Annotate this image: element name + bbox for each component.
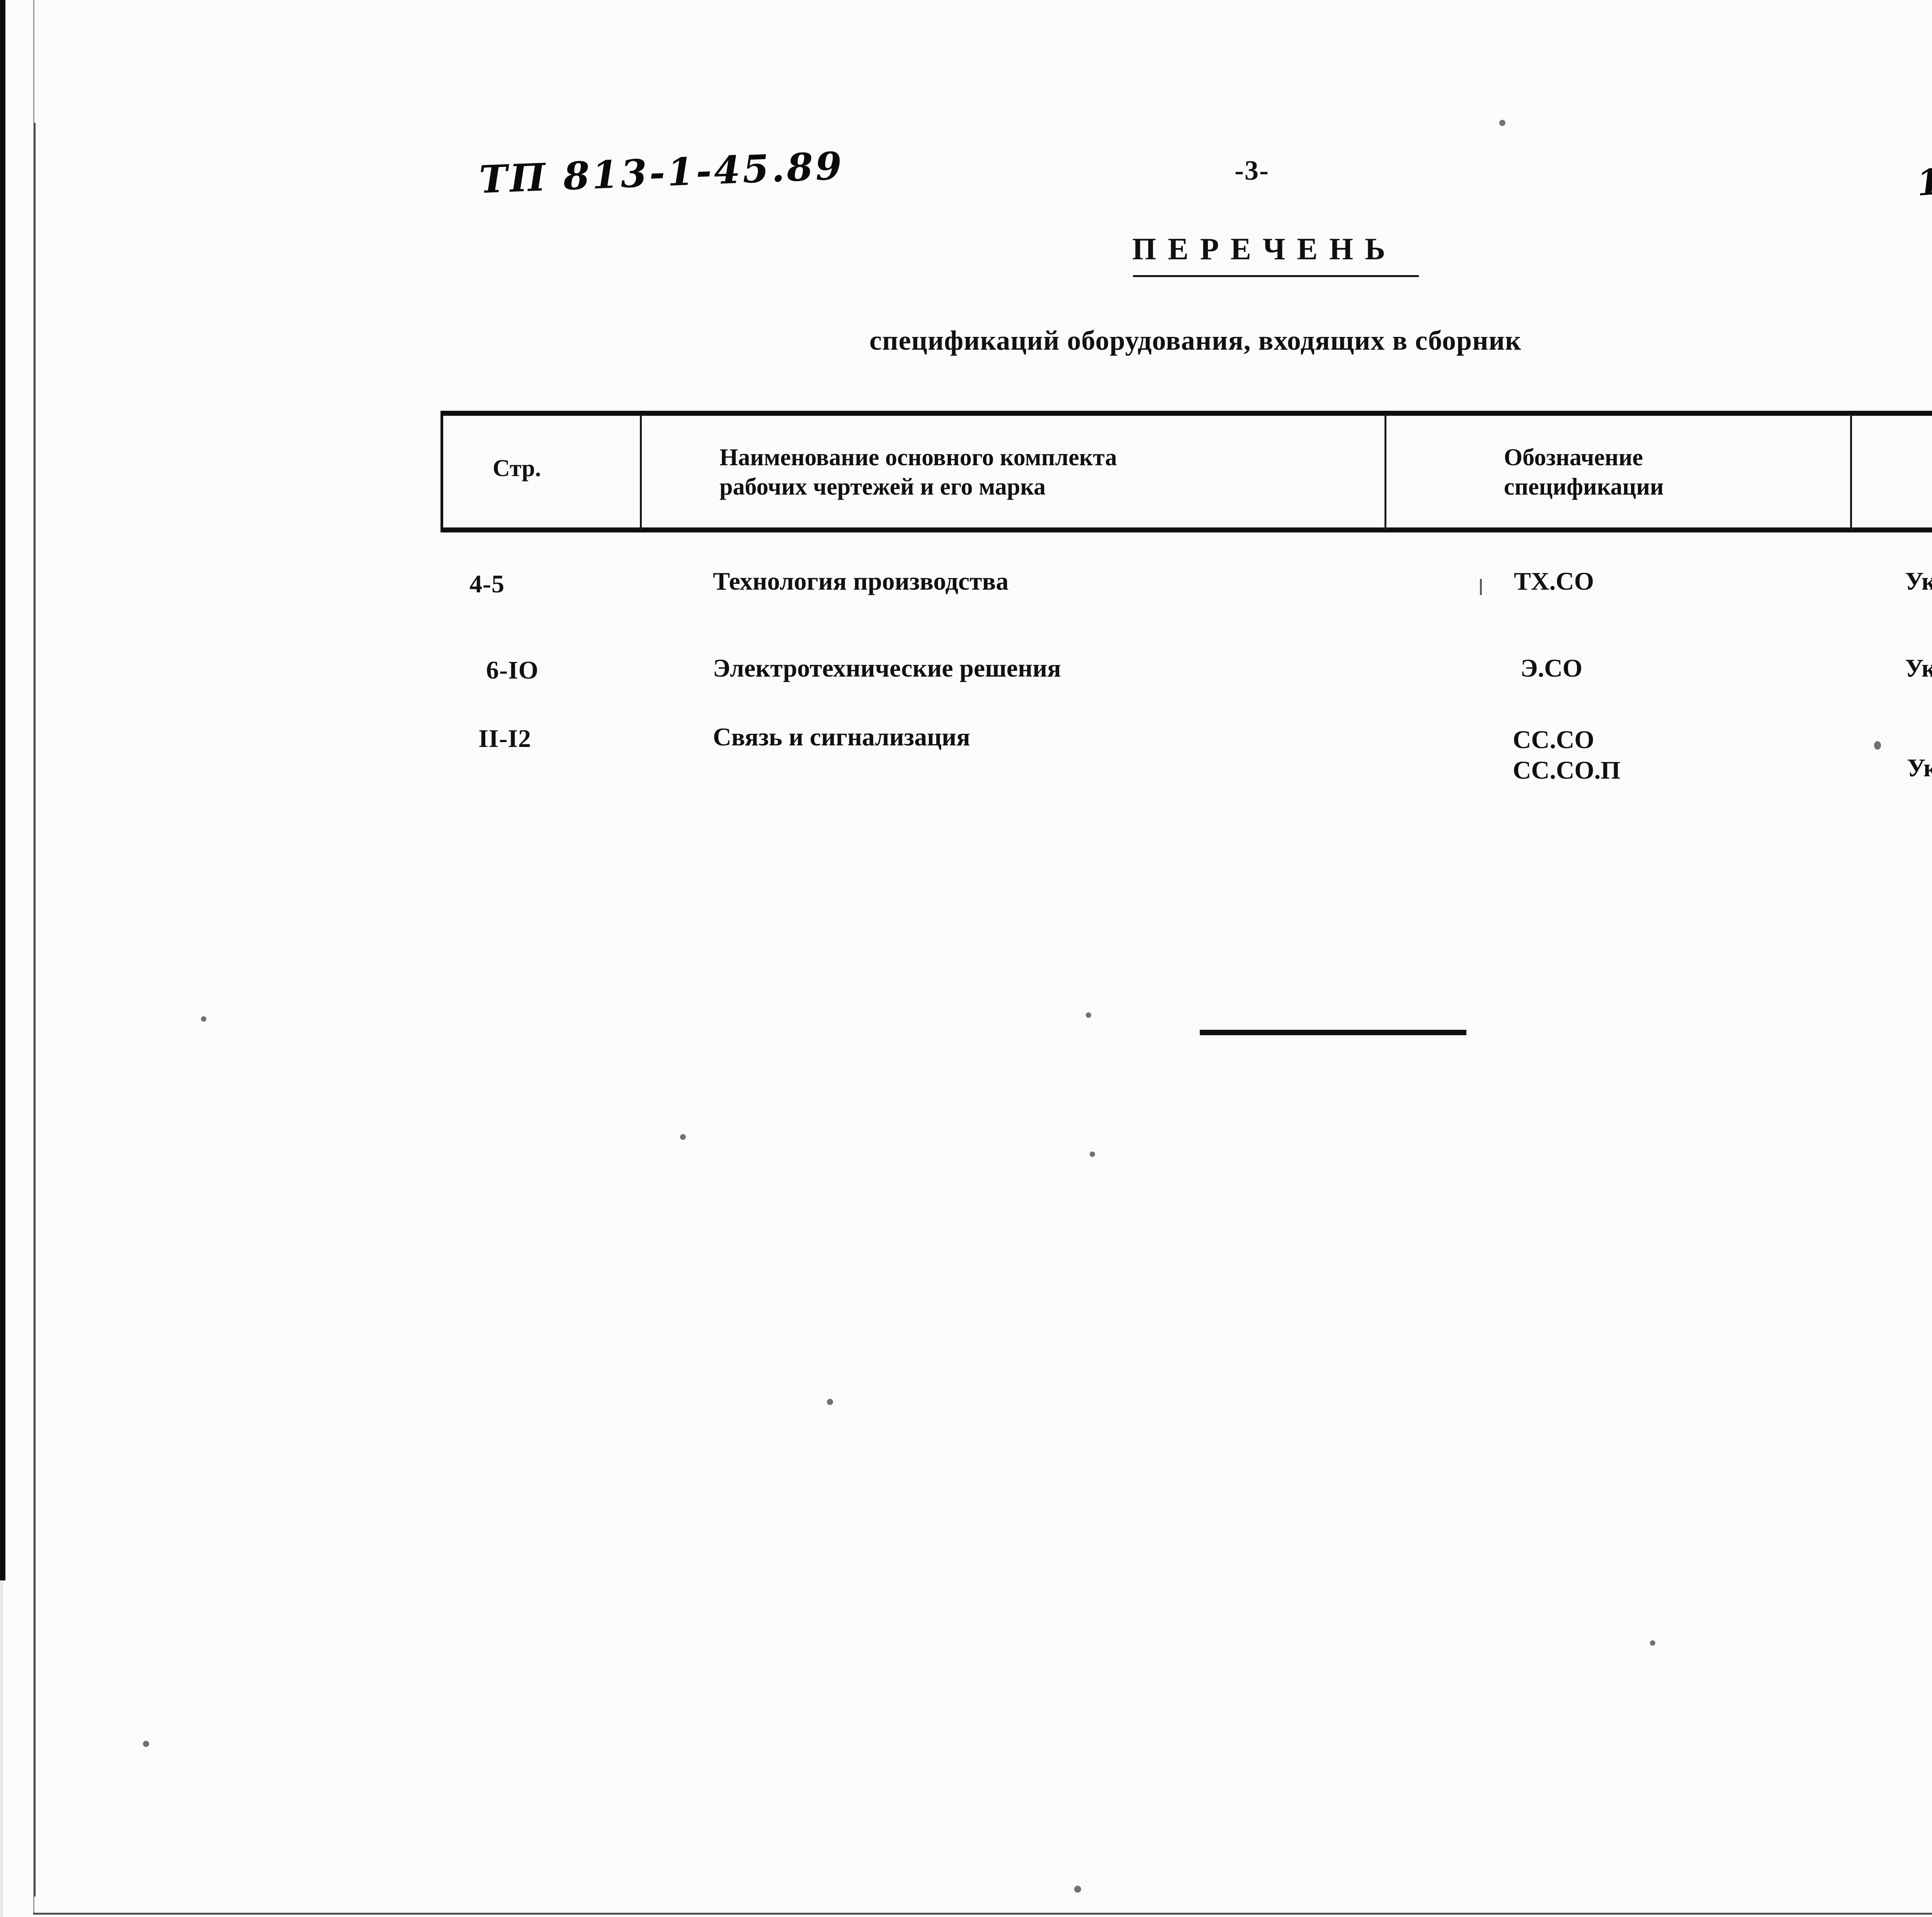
table-header-pages: Стр. [493, 455, 541, 481]
table-row: II-I2 [478, 725, 532, 753]
page-title-underline [1133, 275, 1419, 277]
scan-speck [201, 1016, 206, 1022]
table-rule-bottom [440, 527, 1932, 532]
table-row: УкрНИИагропроект [1905, 567, 1932, 595]
table-column-divider-2 [1384, 415, 1386, 530]
table-row: Связь и сигнализация [713, 723, 970, 751]
scan-speck [1874, 741, 1881, 750]
table-rule-top [440, 411, 1932, 416]
page-title: ПЕРЕЧЕНЬ [1132, 232, 1397, 266]
table-column-divider-1 [640, 415, 642, 530]
table-row: УкрНИИагропроект [1907, 754, 1932, 782]
scan-speck [680, 1134, 686, 1140]
scan-speck [1499, 120, 1505, 126]
table-border-left [440, 411, 443, 532]
table-row: Технология производства [713, 567, 1009, 595]
page-number: -3- [1235, 155, 1269, 186]
table-row: 4-5 [469, 570, 505, 598]
scan-speck [1074, 1886, 1081, 1893]
scan-tick [1480, 579, 1482, 595]
scan-edge-artifact-left [0, 0, 5, 1580]
page-border-bottom [33, 1913, 1932, 1915]
table-header-spec: Обозначение спецификации [1504, 444, 1664, 500]
table-header-name: Наименование основного комплекта рабочих… [719, 444, 1117, 500]
scan-speck [1650, 1640, 1655, 1646]
scan-speck [1086, 1012, 1091, 1018]
table-row: 6-IO [486, 656, 539, 684]
scan-edge-artifact-left-lower [0, 1580, 3, 1917]
scan-streak-line [34, 123, 36, 1897]
table-column-divider-3 [1850, 415, 1852, 530]
scan-speck [827, 1399, 833, 1405]
table-row: СС.СО СС.СО.П [1513, 726, 1621, 785]
table-row: Э.СО [1520, 654, 1583, 682]
handwritten-archive-number: 10328/2 [1915, 151, 1932, 204]
table-row: УкрНИИагропроект [1905, 654, 1932, 682]
table-row: Электротехнические решения [713, 654, 1061, 682]
specifications-table: Стр. Наименование основного комплекта ра… [440, 411, 1932, 532]
scan-speck [1090, 1152, 1095, 1157]
handwritten-document-code: ТП 813-1-45.89 [478, 143, 845, 202]
scan-speck [143, 1741, 149, 1747]
table-row: ТХ.СО [1514, 567, 1594, 595]
section-separator-rule [1200, 1030, 1466, 1035]
page-subtitle: спецификаций оборудования, входящих в сб… [869, 325, 1522, 356]
page-border-left [33, 0, 34, 1915]
